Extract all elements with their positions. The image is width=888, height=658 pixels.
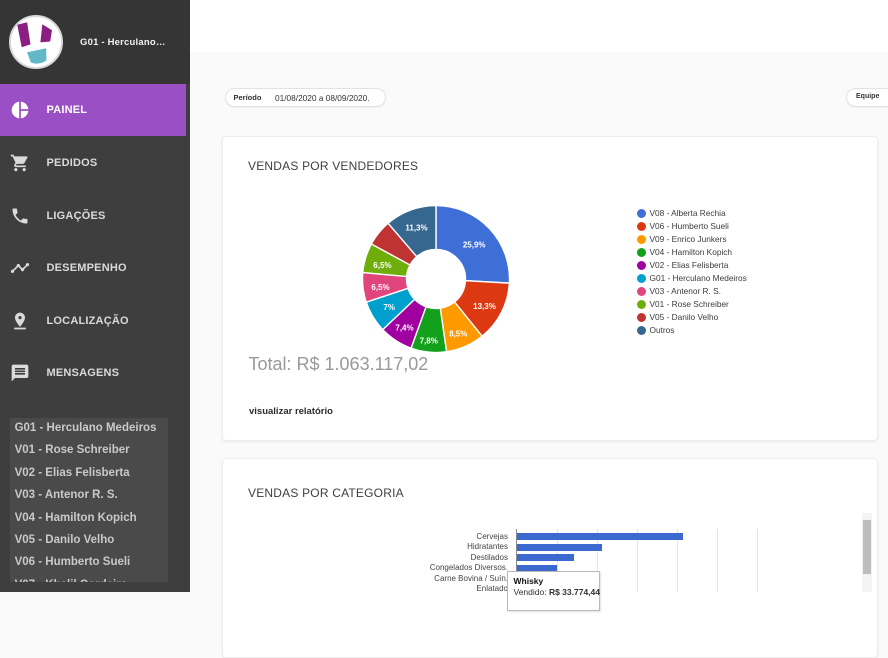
- svg-text:6,5%: 6,5%: [373, 261, 391, 270]
- svg-text:7,4%: 7,4%: [395, 324, 413, 333]
- svg-text:11,3%: 11,3%: [405, 224, 427, 233]
- svg-text:7%: 7%: [383, 303, 395, 312]
- svg-text:6,5%: 6,5%: [371, 283, 389, 292]
- svg-text:13,3%: 13,3%: [473, 302, 496, 311]
- svg-text:25,9%: 25,9%: [462, 240, 485, 249]
- svg-text:7,8%: 7,8%: [419, 337, 437, 346]
- svg-text:8,5%: 8,5%: [449, 329, 467, 338]
